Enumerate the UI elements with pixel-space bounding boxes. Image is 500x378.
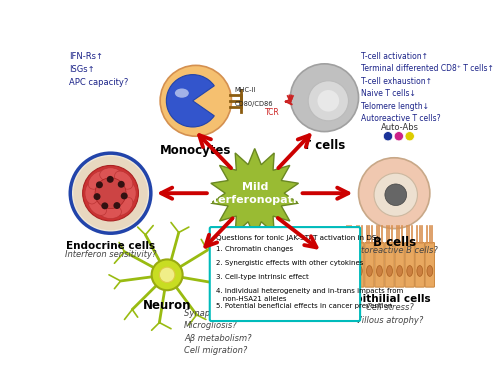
Ellipse shape [427,266,433,276]
Text: Synapse loss?
Microgliosis?
Aβ metabolism?
Cell migration?: Synapse loss? Microgliosis? Aβ metabolis… [184,309,252,355]
Circle shape [95,178,126,209]
Circle shape [70,153,151,233]
FancyBboxPatch shape [344,242,354,287]
FancyBboxPatch shape [405,242,414,287]
Circle shape [374,173,418,216]
Ellipse shape [88,171,106,189]
FancyBboxPatch shape [425,242,434,287]
Circle shape [318,90,339,112]
Circle shape [96,181,103,188]
Wedge shape [166,74,214,127]
Text: 4. Individual heterogeneity and in-trans impacts from
   non-HSA21 alleles: 4. Individual heterogeneity and in-trans… [216,288,403,302]
FancyBboxPatch shape [210,227,360,321]
Ellipse shape [386,266,392,276]
Text: 2. Synergistic effects with other cytokines: 2. Synergistic effects with other cytoki… [216,260,364,266]
Text: IFN-Rs↑
ISGs↑
APC capacity?: IFN-Rs↑ ISGs↑ APC capacity? [68,51,128,87]
Ellipse shape [376,266,382,276]
Circle shape [82,166,138,221]
Text: Questions for tonic JAK-STAT activation in DS:: Questions for tonic JAK-STAT activation … [216,235,379,241]
Circle shape [160,267,175,282]
Circle shape [74,156,148,230]
FancyBboxPatch shape [395,242,404,287]
FancyBboxPatch shape [354,242,364,287]
Text: Mild
Interferonopathy: Mild Interferonopathy [201,182,308,204]
Ellipse shape [85,183,99,204]
Circle shape [358,158,430,229]
Text: TCR: TCR [265,108,280,117]
Ellipse shape [356,266,362,276]
Text: Monocytes: Monocytes [160,144,232,157]
Text: Cell stress?
Villous atrophy?: Cell stress? Villous atrophy? [356,303,423,325]
Text: 3. Cell-type intrinsic effect: 3. Cell-type intrinsic effect [216,274,308,280]
Text: T-cell activation↑
Terminal differented CD8⁺ T cells↑
T-cell exhaustion↑
Naive T: T-cell activation↑ Terminal differented … [361,51,494,123]
Circle shape [94,193,100,200]
Text: MHC-II: MHC-II [234,87,256,93]
Ellipse shape [417,266,422,276]
Circle shape [405,132,414,141]
Ellipse shape [407,266,412,276]
Ellipse shape [100,168,122,182]
Text: Epithilial cells: Epithilial cells [348,294,431,304]
Text: B cells: B cells [372,236,416,249]
Circle shape [152,259,182,290]
Circle shape [102,202,108,209]
Ellipse shape [122,183,136,204]
Text: Auto-Abs: Auto-Abs [382,122,420,132]
Ellipse shape [396,266,402,276]
Text: CD80/CD86: CD80/CD86 [234,101,273,107]
Ellipse shape [114,197,133,215]
Circle shape [308,81,348,121]
FancyBboxPatch shape [375,242,384,287]
FancyBboxPatch shape [365,242,374,287]
Text: Interferon sensitivity?: Interferon sensitivity? [65,250,156,259]
Text: T cells: T cells [304,139,346,152]
Ellipse shape [346,266,352,276]
Ellipse shape [88,197,106,215]
Circle shape [120,192,128,200]
Circle shape [114,202,120,209]
Circle shape [160,65,232,136]
Circle shape [394,132,404,141]
Text: 1. Chromatin changes: 1. Chromatin changes [216,246,293,252]
Circle shape [385,184,406,206]
Ellipse shape [100,205,122,218]
Polygon shape [211,149,298,238]
FancyBboxPatch shape [385,242,394,287]
Ellipse shape [175,88,189,98]
Circle shape [384,132,392,141]
FancyBboxPatch shape [415,242,424,287]
Text: Neuron: Neuron [143,299,192,313]
Circle shape [118,181,124,188]
Circle shape [290,64,358,132]
Ellipse shape [114,171,133,189]
Text: 5. Potential beneficial effects in cancer prevention: 5. Potential beneficial effects in cance… [216,302,392,308]
Circle shape [106,176,114,183]
Text: Endocrine cells: Endocrine cells [66,241,155,251]
Ellipse shape [366,266,372,276]
Text: Autoreactive B cells?: Autoreactive B cells? [350,246,438,254]
